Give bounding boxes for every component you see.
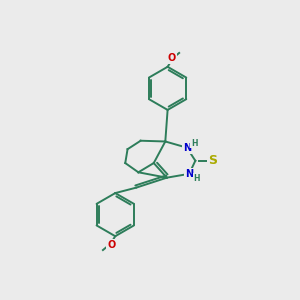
Text: S: S: [208, 154, 217, 167]
Text: N: N: [185, 169, 193, 179]
Text: H: H: [191, 139, 198, 148]
Text: O: O: [167, 53, 175, 63]
Text: H: H: [194, 174, 200, 183]
Text: O: O: [107, 240, 116, 250]
Text: N: N: [183, 143, 191, 153]
